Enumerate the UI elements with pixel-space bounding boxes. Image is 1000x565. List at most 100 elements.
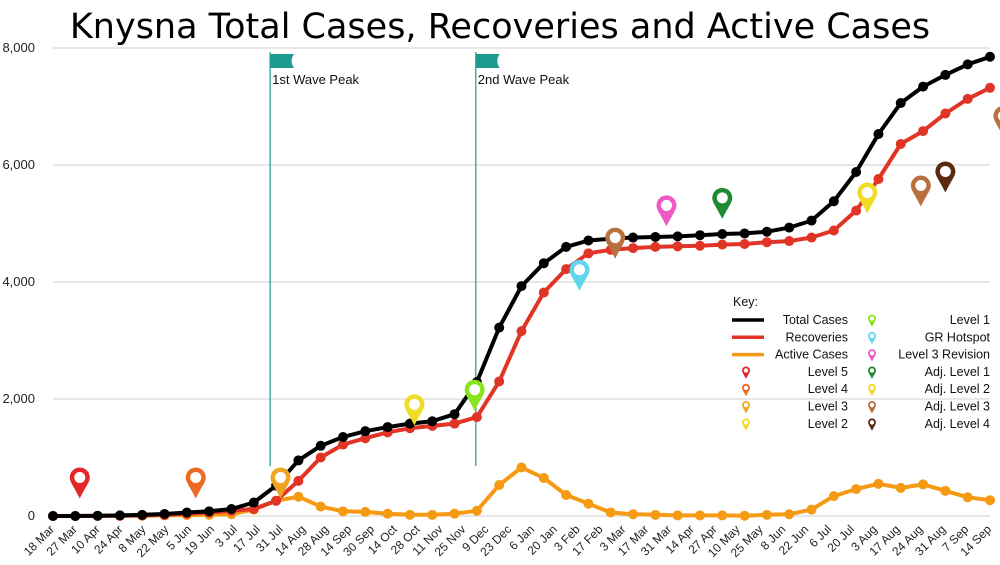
pin-hole xyxy=(869,351,875,356)
data-point xyxy=(962,492,973,503)
data-point xyxy=(159,508,170,519)
data-point xyxy=(672,510,683,521)
series-line xyxy=(53,86,991,518)
legend-item: Adj. Level 1 xyxy=(868,365,990,379)
level-markers xyxy=(69,106,1000,499)
data-point xyxy=(940,485,951,496)
data-point xyxy=(672,231,683,242)
legend-pin-icon xyxy=(868,349,876,362)
pin-hole xyxy=(743,385,749,390)
legend-title: Key: xyxy=(733,295,758,309)
data-point xyxy=(895,482,906,493)
legend-item: Level 5 xyxy=(742,365,848,379)
legend-item: Level 1 xyxy=(868,313,990,327)
data-point xyxy=(338,506,349,517)
y-tick-label: 4,000 xyxy=(2,274,35,289)
legend-label: Level 3 xyxy=(808,400,848,414)
data-point xyxy=(784,509,795,520)
level-marker-adj-level-4 xyxy=(935,161,956,193)
chart-title: Knysna Total Cases, Recoveries and Activ… xyxy=(70,7,930,47)
data-point xyxy=(895,138,906,149)
legend-label: Level 3 Revision xyxy=(898,348,990,362)
data-point xyxy=(717,510,728,521)
data-point xyxy=(851,167,862,178)
data-point xyxy=(694,510,705,521)
y-tick-label: 2,000 xyxy=(2,391,35,406)
data-point xyxy=(315,452,326,463)
data-point xyxy=(427,509,438,520)
data-point xyxy=(940,69,951,80)
data-point xyxy=(449,418,460,429)
legend-label: Adj. Level 4 xyxy=(925,417,990,431)
level-marker-adj-level-2 xyxy=(857,182,878,214)
legend-item: Level 2 xyxy=(742,417,848,431)
level-marker-adj-level-3 xyxy=(605,227,626,259)
pin-hole xyxy=(574,264,586,276)
data-point xyxy=(114,510,125,521)
legend-pin-icon xyxy=(742,401,750,414)
pin-hole xyxy=(869,420,875,425)
legend-pin-icon xyxy=(868,418,876,431)
data-point xyxy=(449,409,460,420)
data-point xyxy=(137,509,148,520)
legend-item: Level 3 xyxy=(742,400,848,414)
legend-label: Recoveries xyxy=(785,330,848,344)
data-point xyxy=(828,225,839,236)
legend-label: Active Cases xyxy=(775,348,848,362)
data-point xyxy=(784,222,795,233)
data-point xyxy=(293,491,304,502)
wave-annotations: 1st Wave Peak 2nd Wave Peak xyxy=(269,52,570,466)
data-point xyxy=(494,376,505,387)
data-point xyxy=(516,326,527,337)
data-point xyxy=(873,128,884,139)
level-marker-level-3-revision xyxy=(656,195,677,227)
level-marker-adj-level-3 xyxy=(993,106,1000,131)
legend-item: Adj. Level 2 xyxy=(868,382,990,397)
data-point xyxy=(918,126,929,137)
data-point xyxy=(204,506,215,517)
legend-item: Level 3 Revision xyxy=(868,348,990,362)
level-marker-adj-level-1 xyxy=(712,187,733,219)
data-point xyxy=(806,504,817,515)
data-point xyxy=(650,509,661,520)
data-point xyxy=(806,232,817,243)
flag-icon xyxy=(270,54,295,68)
pin-hole xyxy=(997,111,1000,121)
data-point xyxy=(516,281,527,292)
data-point xyxy=(293,455,304,466)
data-point xyxy=(315,440,326,451)
legend-item: Total Cases xyxy=(732,313,848,327)
data-point xyxy=(828,196,839,207)
data-point xyxy=(404,509,415,520)
data-point xyxy=(360,426,371,437)
data-point xyxy=(561,264,572,275)
pin-hole xyxy=(915,180,927,192)
legend-label: GR Hotspot xyxy=(925,330,991,344)
data-point xyxy=(583,248,594,259)
level-marker-adj-level-3 xyxy=(910,175,931,207)
pin-hole xyxy=(939,165,951,177)
level-marker-level-2 xyxy=(404,394,425,426)
data-point xyxy=(873,174,884,185)
data-point xyxy=(494,479,505,490)
data-point xyxy=(784,236,795,247)
legend-label: Level 5 xyxy=(808,365,848,379)
data-point xyxy=(360,506,371,517)
data-point xyxy=(382,422,393,433)
data-point xyxy=(918,479,929,490)
data-point xyxy=(739,510,750,521)
data-point xyxy=(628,509,639,520)
legend-label: Adj. Level 3 xyxy=(925,400,990,414)
data-point xyxy=(382,508,393,519)
level-marker-level-1 xyxy=(464,379,485,411)
data-point xyxy=(761,509,772,520)
data-point xyxy=(315,501,326,512)
legend-label: Adj. Level 2 xyxy=(925,382,990,396)
pin-hole xyxy=(716,192,728,204)
data-point xyxy=(226,503,237,514)
pin-hole xyxy=(74,471,86,483)
data-point xyxy=(806,215,817,226)
pin-hole xyxy=(869,333,875,339)
data-point xyxy=(494,322,505,333)
data-point xyxy=(895,97,906,108)
